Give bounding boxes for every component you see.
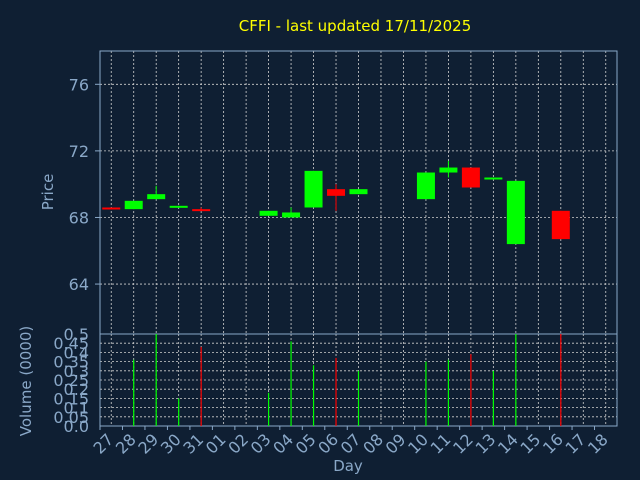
candle-body	[327, 189, 346, 196]
candle-body	[484, 177, 503, 180]
volume-panel: 0.50.450.40.350.30.250.20.150.10.050.0	[53, 325, 618, 436]
candle-body	[192, 209, 211, 212]
candle-body	[259, 210, 278, 216]
candle-body	[282, 212, 301, 218]
volume-tick-label: 0.1	[64, 399, 89, 418]
price-tick-label: 68	[69, 208, 89, 227]
volume-tick-label: 0.4	[64, 343, 89, 362]
candle-body	[124, 200, 143, 210]
volume-tick-label: 0.0	[64, 417, 89, 436]
volume-tick-label: 0.35	[53, 353, 89, 372]
candle-body	[304, 170, 323, 208]
volume-tick-label: 0.25	[53, 371, 89, 390]
candle-body	[147, 194, 166, 200]
price-tick-label: 76	[69, 75, 89, 94]
price-tick-label: 72	[69, 142, 89, 161]
candle-body	[551, 210, 570, 240]
volume-axis-label: Volume (0000)	[17, 326, 35, 436]
volume-tick-label: 0.45	[53, 334, 89, 353]
volume-tick-label: 0.5	[64, 325, 89, 344]
candle-body	[439, 167, 458, 173]
candle-body	[506, 180, 525, 245]
candle-body	[169, 205, 188, 208]
price-tick-label: 64	[69, 275, 89, 294]
candle-body	[461, 167, 480, 188]
candle-body	[349, 189, 368, 195]
volume-tick-label: 0.2	[64, 380, 89, 399]
candle-body	[416, 172, 435, 200]
candle-body	[102, 207, 121, 210]
volume-tick-label: 0.15	[53, 389, 89, 408]
price-panel: 64 68 72 76	[69, 50, 618, 335]
chart-title: CFFI - last updated 17/11/2025	[239, 17, 472, 35]
x-axis-label: Day	[333, 457, 363, 475]
volume-tick-label: 0.05	[53, 408, 89, 427]
volume-tick-label: 0.3	[64, 362, 89, 381]
price-axis-label: Price	[39, 174, 57, 211]
